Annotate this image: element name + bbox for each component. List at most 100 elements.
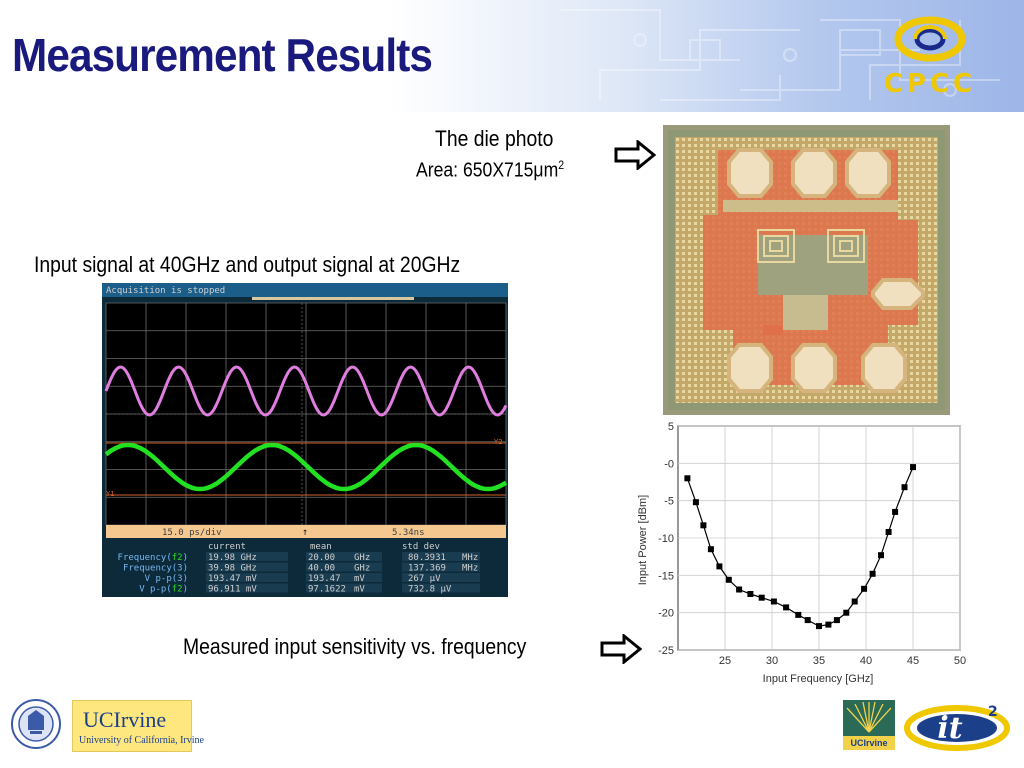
chart-data-point [684,475,691,482]
chart-data-point [692,499,699,506]
cpcc-logo-text: CPCC [884,69,976,99]
scope-row-label: V p-p(f2) [139,585,188,595]
scope-caption: Input signal at 40GHz and output signal … [34,252,461,277]
scope-cell-mean-unit: mV [354,574,365,584]
scope-cell-std-unit: MHz [462,564,478,574]
scope-cell-std: 137.369 [408,564,446,574]
scope-cell-mean: 193.47 [308,574,341,584]
chart-data-point [825,621,832,628]
scope-cell-std-unit: MHz [462,553,478,563]
uc-irvine-logo: UCIrvine University of California, Irvin… [72,700,204,752]
scope-measurement-table: current mean std dev Frequency(f2) 19.98 GHz… [118,542,480,595]
chart-data-point [725,576,732,583]
die-area-sup: 2 [558,158,565,172]
header-circuit-pattern [560,9,1000,101]
scope-marker-y1: Y1 [106,490,114,498]
it2-logo-text: it [937,711,962,746]
output-signal-trace [104,442,508,492]
scope-table-header: current [208,542,246,552]
chart-x-tick-label: 40 [860,655,872,667]
uci-small-logo: UCIrvine [843,700,895,750]
chart-data-point [843,609,850,616]
input-signal-trace [104,365,508,417]
chart-data-point [833,617,840,624]
chart-y-tick-label: -15 [658,570,674,582]
uc-seal-logo [11,699,61,749]
die-area-prefix: Area: 650X715 [416,159,534,182]
chart-data-point [707,546,714,553]
scope-row-label: V p-p(3) [145,574,188,584]
die-area-caption: Area: 650X715μm2 [416,158,564,183]
uci-small-logo-text: UCIrvine [850,738,887,748]
chart-x-tick-label: 50 [954,655,966,667]
chart-y-tick-label: -10 [658,533,674,545]
chart-y-tick-label: -0 [664,458,674,470]
scope-cell-current: 193.47 mV [208,574,257,584]
chart-data-point [770,598,777,605]
it2-logo-sup: 2 [988,704,998,720]
scope-cell-mean-unit: GHz [354,553,370,563]
scope-cell-mean-unit: mV [354,585,365,595]
chart-x-tick-label: 30 [766,655,778,667]
scope-time-pos: 5.34ns [392,528,425,538]
chart-y-tick-label: -5 [664,496,674,508]
arrow-right-icon [600,634,642,664]
chart-data-point [878,552,884,559]
chart-data-point [885,529,892,535]
chart-data-point [804,617,811,624]
scope-cell-std: 732.8 μV [408,585,452,595]
uci-logo-subtitle: University of California, Irvine [79,735,204,746]
chart-data-point [716,563,723,570]
chart-y-tick-label: 5 [668,421,674,433]
scope-cell-current: 96.911 mV [208,585,257,595]
scope-row-label: Frequency(f2) [118,553,188,563]
chart-x-tick-label: 45 [907,655,919,667]
scope-cell-mean: 97.1622 [308,585,346,595]
die-area-unit: μm [533,159,559,182]
chart-y-tick-label: -20 [658,608,674,620]
chart-data-point [910,464,916,471]
chart-data-point [892,508,899,515]
chart-data-point [700,522,707,529]
uci-logo-title: UCIrvine [83,707,167,732]
scope-cell-current: 39.98 GHz [208,564,257,574]
scope-cell-mean-unit: GHz [354,564,370,574]
scope-status: Acquisition is stopped [106,286,225,296]
page-title: Measurement Results [12,29,433,81]
oscilloscope-screen: Acquisition is stopped Y2 Y1 15.0 ps/div… [102,283,508,597]
chart-x-tick-label: 25 [719,655,731,667]
scope-cell-mean: 20.00 [308,553,335,563]
chart-x-tick-label: 35 [813,655,825,667]
chart-data-point [851,598,858,605]
scope-cell-std: 80.3931 [408,553,446,563]
chart-data-point [783,604,790,611]
chart-data-point [861,585,868,592]
chart-x-axis-label: Input Frequency [GHz] [763,673,874,685]
scope-table-header: mean [310,542,332,552]
die-photo [663,125,950,415]
chart-data-point [747,591,754,597]
chart-y-axis-label: Input Power [dBm] [637,495,649,586]
chart-data-point [736,586,743,593]
arrow-right-icon [614,140,656,170]
chart-data-point [795,611,802,618]
cpcc-logo: CPCC [884,16,976,99]
chart-data-point [901,484,908,491]
scope-cell-mean: 40.00 [308,564,335,574]
chart-data-point [816,623,822,630]
scope-cell-current: 19.98 GHz [208,553,257,563]
scope-table-header: std dev [402,542,440,552]
header-background [0,0,1024,112]
scope-cell-std: 267 μV [408,574,441,584]
die-photo-caption: The die photo [435,126,554,151]
sensitivity-caption: Measured input sensitivity vs. frequency [183,634,527,659]
chart-data-point [758,594,765,601]
scope-time-div: 15.0 ps/div [162,528,222,538]
it2-logo: it 2 [904,704,1010,751]
scope-trigger-marker: ↑ [302,527,308,538]
chart-data-point [869,570,876,577]
chart-y-tick-label: -25 [658,645,674,657]
scope-row-label: Frequency(3) [123,564,188,574]
sensitivity-chart: 25 30 35 40 45 50 5 -0 -5 -10 -15 -20 -25 Input Freq… [637,421,966,685]
scope-marker-y2: Y2 [494,438,502,446]
